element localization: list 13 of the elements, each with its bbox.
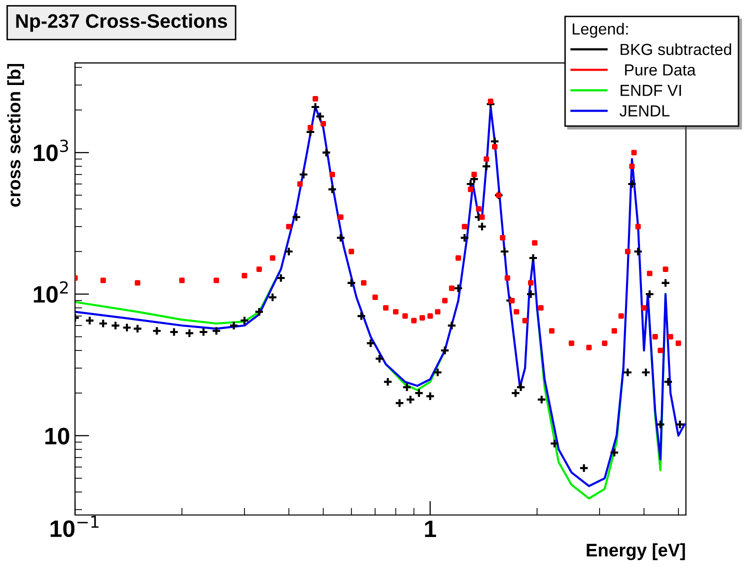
x-tick-label: 1 (425, 520, 436, 537)
legend-label: Pure Data (625, 64, 696, 76)
y-axis-title: cross section [b] (7, 64, 24, 207)
y-tick-label: 10$^{3}$ (34, 140, 68, 162)
y-tick-label: 10 (45, 428, 70, 444)
legend-title: Legend: (572, 22, 628, 38)
chart-title: Np-237 Cross-Sections (16, 14, 228, 32)
legend-label: BKG subtracted (620, 43, 732, 56)
y-tick-label: 10$^{2}$ (34, 281, 68, 303)
x-axis-title: Energy [eV] (586, 543, 685, 560)
x-tick-label: 10$^{−1}$ (50, 516, 98, 538)
legend-label: JENDL (620, 105, 670, 117)
legend-label: ENDF VI (620, 84, 681, 96)
